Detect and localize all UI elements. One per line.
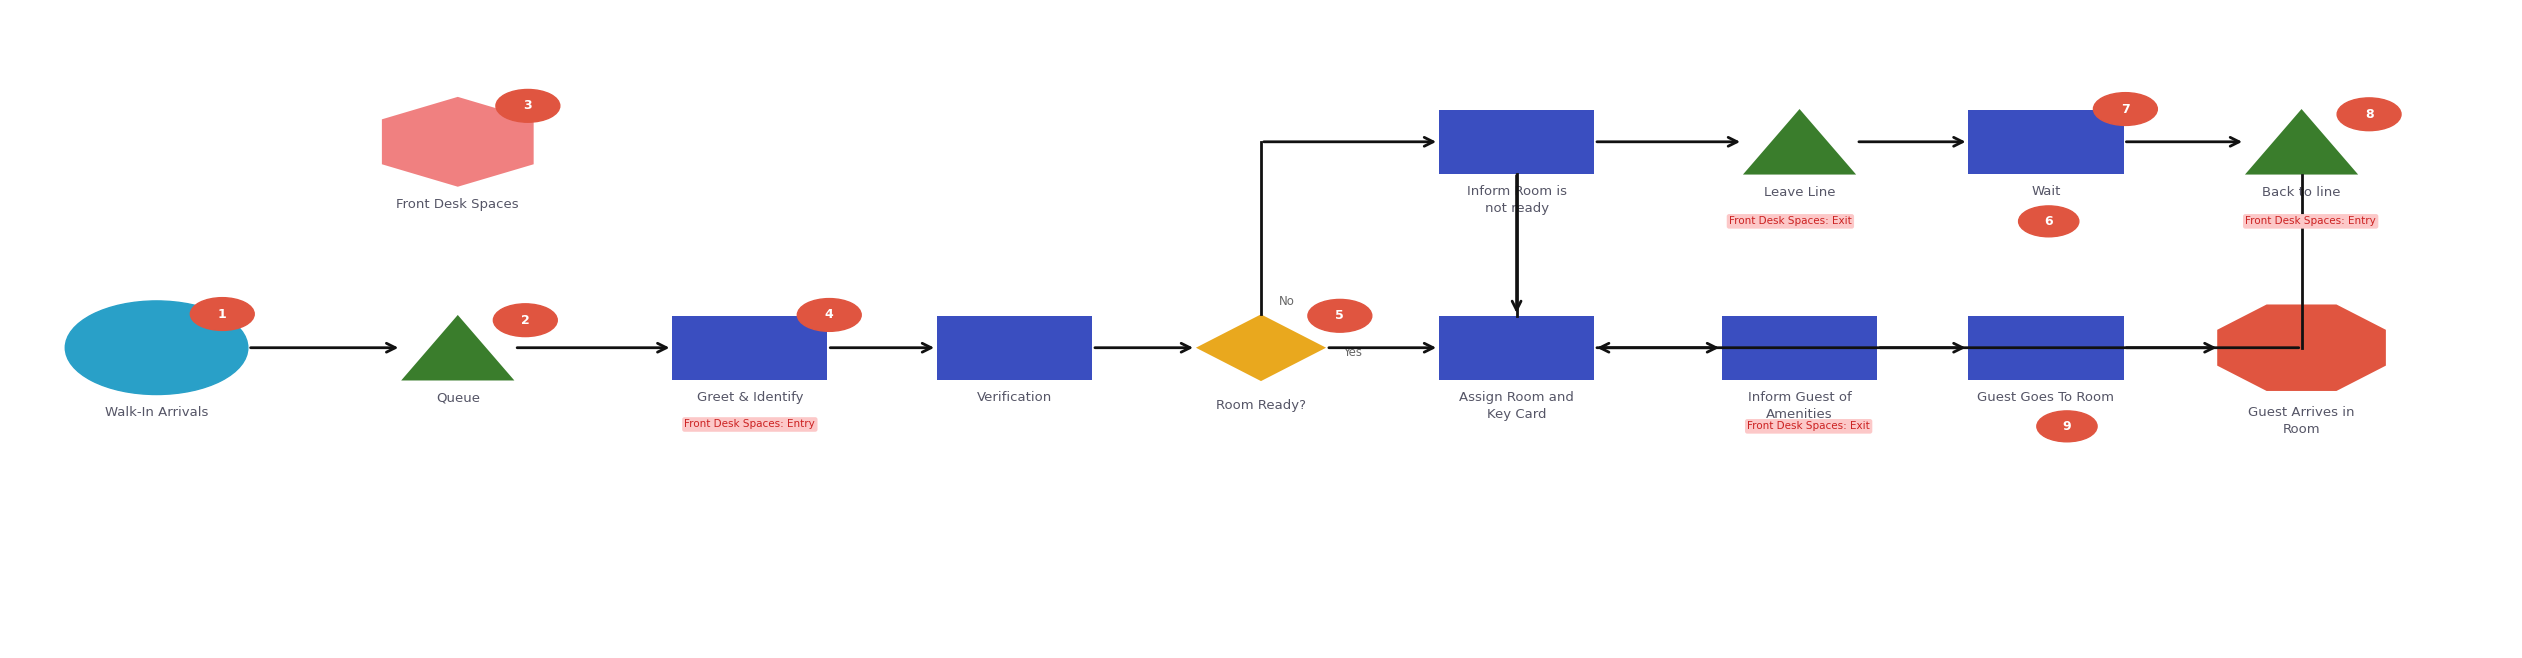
Text: Greet & Identify: Greet & Identify: [696, 391, 802, 404]
Text: Verification: Verification: [976, 391, 1052, 404]
Circle shape: [2038, 411, 2098, 442]
Polygon shape: [1195, 315, 1327, 381]
Polygon shape: [1743, 109, 1856, 174]
Circle shape: [2093, 93, 2156, 126]
Text: 5: 5: [1337, 309, 1344, 322]
Text: Room Ready?: Room Ready?: [1216, 399, 1306, 413]
Text: Assign Room and
Key Card: Assign Room and Key Card: [1460, 391, 1574, 420]
Text: Front Desk Spaces: Front Desk Spaces: [396, 198, 520, 211]
Text: Front Desk Spaces: Entry: Front Desk Spaces: Entry: [683, 420, 815, 430]
FancyBboxPatch shape: [1967, 110, 2124, 174]
Text: Guest Arrives in
Room: Guest Arrives in Room: [2247, 406, 2356, 436]
Text: Front Desk Spaces: Entry: Front Desk Spaces: Entry: [2245, 216, 2376, 226]
Circle shape: [797, 299, 860, 332]
FancyBboxPatch shape: [673, 316, 827, 380]
Text: Back to line: Back to line: [2262, 186, 2340, 199]
Text: Walk-In Arrivals: Walk-In Arrivals: [106, 406, 209, 418]
Circle shape: [2338, 98, 2401, 131]
FancyBboxPatch shape: [1440, 316, 1594, 380]
Polygon shape: [401, 315, 514, 380]
Text: 4: 4: [825, 309, 835, 322]
FancyBboxPatch shape: [1967, 316, 2124, 380]
Circle shape: [66, 301, 247, 395]
Circle shape: [1309, 299, 1372, 332]
Text: Wait: Wait: [2030, 185, 2060, 198]
Circle shape: [189, 297, 255, 330]
Text: 3: 3: [525, 99, 532, 113]
Text: Inform Guest of
Amenities: Inform Guest of Amenities: [1748, 391, 1851, 420]
Text: Guest Goes To Room: Guest Goes To Room: [1977, 391, 2113, 404]
Circle shape: [497, 89, 560, 122]
Circle shape: [2018, 206, 2078, 237]
Circle shape: [494, 304, 557, 337]
Text: 9: 9: [2063, 420, 2071, 433]
Text: 7: 7: [2121, 103, 2129, 116]
FancyBboxPatch shape: [1723, 316, 1876, 380]
Text: Inform Room is
not ready: Inform Room is not ready: [1468, 185, 1566, 215]
Text: No: No: [1279, 295, 1296, 308]
Text: Queue: Queue: [436, 392, 479, 405]
Text: 1: 1: [217, 307, 227, 320]
Polygon shape: [2245, 109, 2358, 174]
Text: 6: 6: [2045, 215, 2053, 228]
Polygon shape: [381, 97, 535, 187]
FancyBboxPatch shape: [1440, 110, 1594, 174]
Polygon shape: [2217, 305, 2386, 391]
Text: Front Desk Spaces: Exit: Front Desk Spaces: Exit: [1730, 216, 1851, 226]
Text: Leave Line: Leave Line: [1763, 186, 1836, 199]
Text: Front Desk Spaces: Exit: Front Desk Spaces: Exit: [1748, 421, 1869, 432]
Text: 2: 2: [522, 314, 530, 327]
FancyBboxPatch shape: [938, 316, 1092, 380]
Text: Yes: Yes: [1344, 346, 1362, 359]
Text: 8: 8: [2366, 108, 2373, 121]
